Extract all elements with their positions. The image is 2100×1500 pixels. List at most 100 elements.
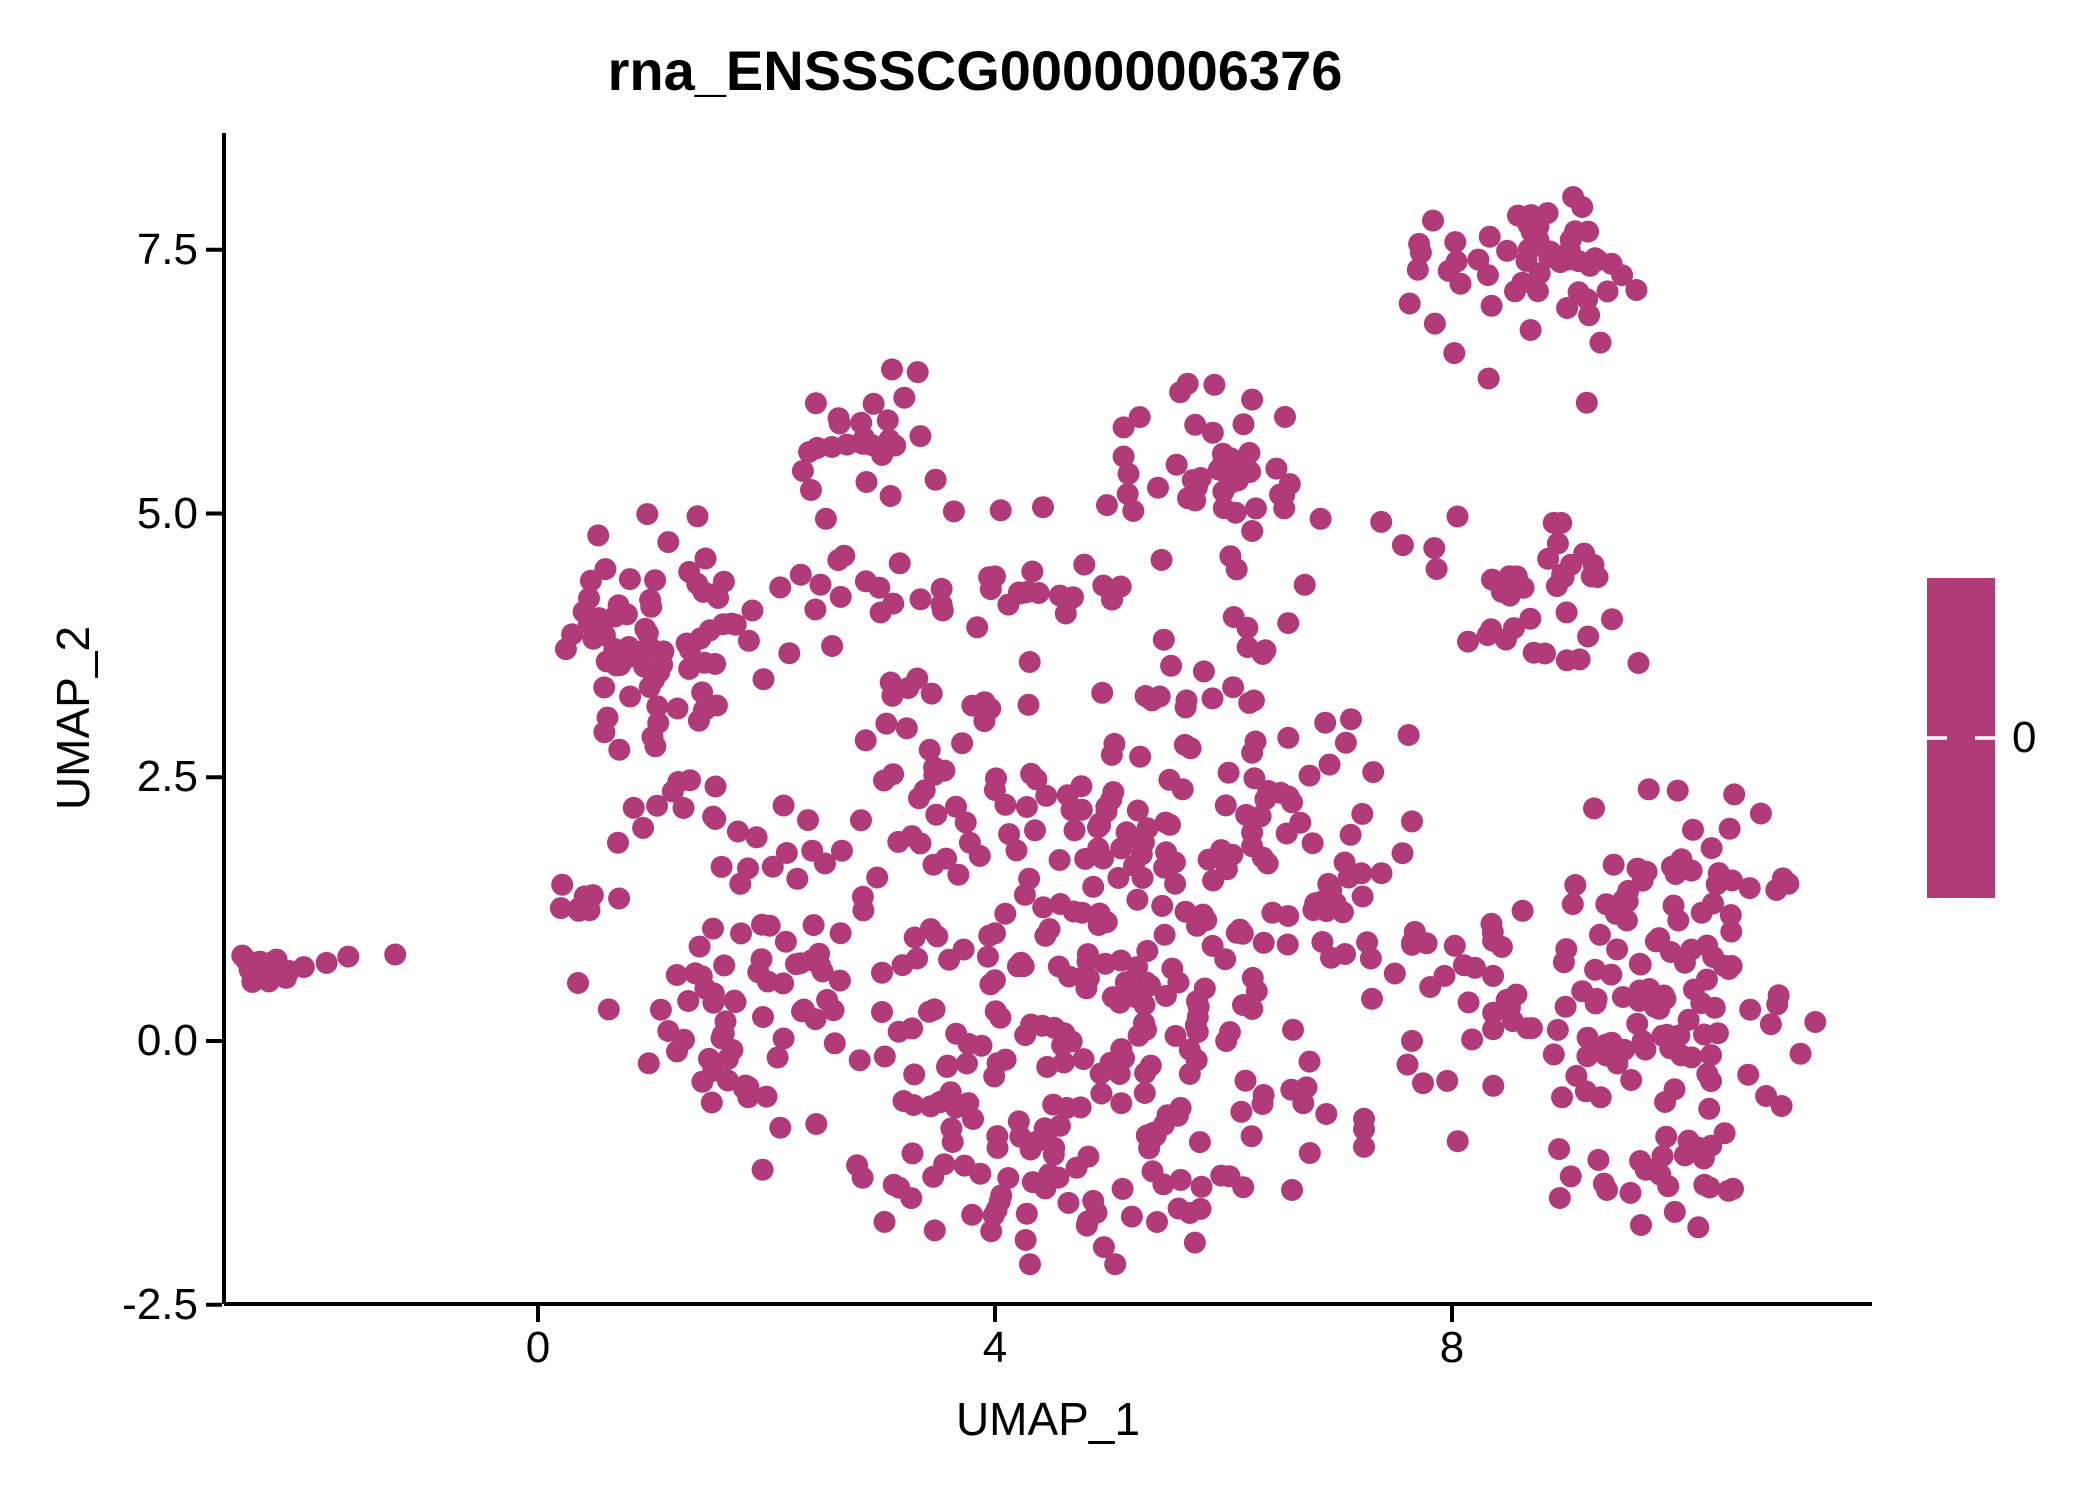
data-point: [666, 697, 689, 720]
data-point: [1651, 1024, 1674, 1047]
data-point: [710, 855, 733, 878]
data-point: [694, 547, 717, 570]
data-point: [1298, 1142, 1321, 1164]
data-point: [984, 565, 1006, 588]
data-point: [1277, 726, 1300, 749]
data-point: [634, 638, 657, 661]
data-point: [786, 867, 809, 890]
data-point: [888, 1176, 911, 1199]
data-point: [1667, 909, 1690, 932]
data-point: [1353, 1107, 1375, 1130]
data-point: [750, 948, 773, 971]
data-point: [1088, 812, 1111, 835]
data-point: [1494, 628, 1517, 651]
data-point: [1015, 796, 1038, 818]
data-point: [984, 922, 1006, 945]
data-point: [953, 1154, 976, 1177]
data-point: [1036, 1055, 1059, 1078]
data-point: [1175, 689, 1198, 712]
x-axis-title: UMAP_1: [955, 1393, 1141, 1445]
data-point: [1094, 952, 1117, 975]
data-point: [1765, 879, 1788, 901]
data-point: [933, 759, 956, 782]
data-point: [1103, 732, 1126, 755]
data-point: [1096, 494, 1118, 517]
data-point: [1588, 923, 1611, 946]
data-point: [644, 735, 667, 758]
data-point: [1280, 1078, 1303, 1101]
data-point: [1644, 930, 1667, 953]
data-point: [876, 409, 899, 432]
data-point: [1738, 877, 1761, 900]
data-point: [769, 1116, 792, 1139]
data-point: [1188, 1131, 1211, 1154]
data-point: [1184, 1014, 1207, 1037]
data-point: [1122, 499, 1145, 522]
data-point: [1628, 979, 1651, 1002]
data-point: [1548, 1138, 1571, 1161]
data-point: [1129, 745, 1152, 768]
data-point: [636, 503, 659, 526]
data-point: [1063, 819, 1086, 842]
data-point: [1230, 1100, 1253, 1123]
data-point: [879, 485, 902, 507]
data-point: [901, 1142, 924, 1165]
data-point: [1153, 923, 1176, 946]
data-point: [1244, 497, 1267, 520]
data-point: [1116, 483, 1139, 505]
data-point: [1298, 764, 1321, 787]
data-point: [961, 694, 984, 717]
data-point: [947, 863, 970, 886]
legend-tick-label: 0: [2012, 713, 2037, 762]
data-point: [1072, 1048, 1095, 1071]
data-point: [792, 998, 815, 1021]
data-point: [726, 820, 749, 843]
data-point: [1060, 799, 1083, 822]
data-point: [1276, 933, 1299, 956]
data-point: [1241, 520, 1264, 542]
data-point: [1241, 388, 1264, 411]
data-point: [1719, 904, 1742, 926]
data-point: [1698, 1097, 1721, 1120]
data-point: [1401, 1029, 1423, 1052]
data-point: [1555, 649, 1578, 672]
data-point: [800, 479, 822, 501]
data-point: [811, 960, 834, 983]
data-point: [673, 1028, 695, 1051]
data-point: [687, 709, 710, 732]
data-point: [745, 826, 768, 849]
data-point: [1415, 932, 1438, 955]
data-point: [829, 585, 852, 608]
data-point: [1104, 1253, 1127, 1276]
data-point: [1606, 938, 1629, 961]
data-point: [730, 922, 752, 945]
data-point: [881, 684, 904, 707]
data-point: [1767, 984, 1790, 1007]
data-point: [1047, 955, 1070, 978]
data-point: [1551, 1086, 1573, 1109]
data-point: [1496, 239, 1519, 262]
data-point: [1356, 931, 1379, 954]
data-point: [1252, 931, 1275, 954]
data-point: [1117, 462, 1140, 485]
data-point: [1528, 262, 1551, 285]
data-point: [267, 961, 290, 984]
data-point: [675, 632, 698, 655]
data-point: [677, 990, 700, 1012]
data-point: [632, 816, 655, 839]
data-point: [597, 998, 620, 1021]
data-point: [1051, 1034, 1074, 1057]
data-point: [1695, 968, 1718, 991]
data-point: [618, 568, 641, 591]
data-point: [1254, 639, 1277, 662]
data-point: [1619, 1181, 1642, 1204]
data-point: [833, 544, 856, 567]
data-point: [1135, 1018, 1157, 1041]
data-point: [802, 914, 825, 937]
data-point: [797, 809, 819, 832]
data-point: [789, 563, 812, 586]
data-point: [700, 1091, 723, 1114]
data-point: [1617, 879, 1640, 902]
data-point: [1057, 1191, 1080, 1214]
data-point: [1804, 1011, 1827, 1033]
